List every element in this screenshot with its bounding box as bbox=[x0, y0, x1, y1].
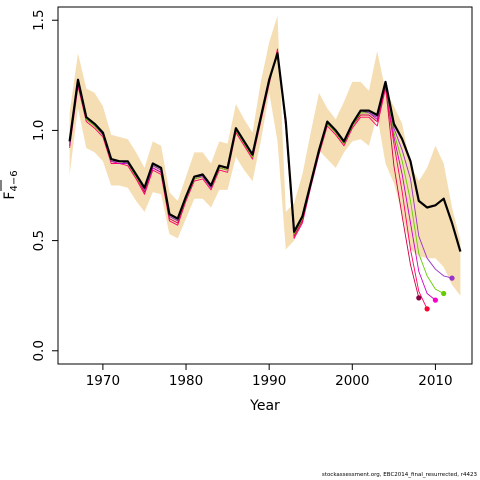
svg-text:F4−6: F4−6 bbox=[2, 170, 20, 199]
endpoint-marker-2 bbox=[424, 306, 430, 312]
y-axis-title: F4−6 bbox=[0, 170, 20, 200]
footer-credit: stockassessment.org, EBC2014_final_resur… bbox=[321, 472, 477, 478]
series-line-final bbox=[68, 52, 462, 252]
confidence-band bbox=[69, 15, 461, 296]
axes: 1970 1980 1990 2000 2010 0.0 0.5 1.0 1.5 bbox=[31, 9, 453, 389]
endpoint-marker-5 bbox=[449, 275, 455, 281]
x-tick-label: 1980 bbox=[169, 373, 203, 389]
endpoint-marker-1 bbox=[416, 295, 422, 301]
endpoint-marker-3 bbox=[432, 297, 438, 303]
x-axis-title: Year bbox=[249, 398, 280, 414]
y-tick-label: 0.5 bbox=[31, 230, 47, 251]
y-axis-title-main: F bbox=[2, 192, 18, 200]
y-tick-label: 0.0 bbox=[31, 340, 47, 361]
y-axis-title-subscript: 4−6 bbox=[9, 170, 20, 191]
y-tick-label: 1.0 bbox=[31, 120, 47, 141]
endpoint-marker-4 bbox=[441, 290, 447, 297]
plot-area bbox=[68, 15, 462, 312]
x-tick-label: 2010 bbox=[418, 373, 452, 389]
x-tick-label: 2000 bbox=[335, 373, 369, 389]
x-tick-label: 1970 bbox=[86, 373, 120, 389]
y-tick-label: 1.5 bbox=[31, 9, 47, 30]
series-line-retro-2 bbox=[69, 48, 428, 310]
plot-frame bbox=[57, 6, 473, 365]
x-tick-label: 1990 bbox=[252, 373, 286, 389]
